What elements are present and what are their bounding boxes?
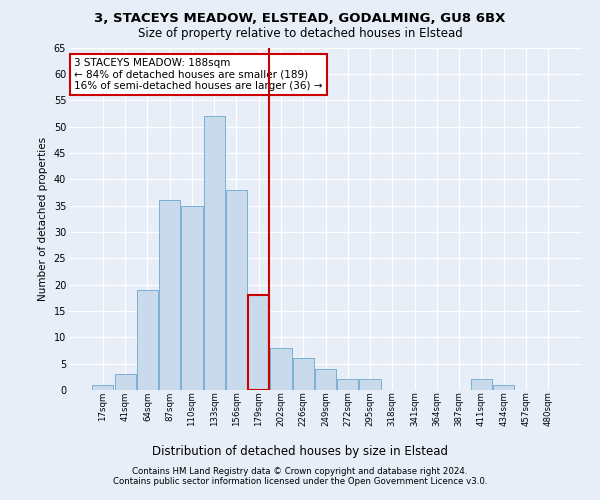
Bar	[181, 206, 203, 390]
Bar	[271, 348, 292, 390]
Bar	[92, 384, 113, 390]
Text: Contains HM Land Registry data © Crown copyright and database right 2024.: Contains HM Land Registry data © Crown c…	[132, 467, 468, 476]
Bar	[159, 200, 180, 390]
Bar	[248, 295, 269, 390]
Bar	[359, 380, 380, 390]
Bar	[471, 380, 492, 390]
Bar	[293, 358, 314, 390]
Y-axis label: Number of detached properties: Number of detached properties	[38, 136, 48, 301]
Bar	[226, 190, 247, 390]
Bar	[337, 380, 358, 390]
Bar	[137, 290, 158, 390]
Text: Contains public sector information licensed under the Open Government Licence v3: Contains public sector information licen…	[113, 477, 487, 486]
Bar	[203, 116, 225, 390]
Bar	[493, 384, 514, 390]
Text: Distribution of detached houses by size in Elstead: Distribution of detached houses by size …	[152, 444, 448, 458]
Text: 3 STACEYS MEADOW: 188sqm
← 84% of detached houses are smaller (189)
16% of semi-: 3 STACEYS MEADOW: 188sqm ← 84% of detach…	[74, 58, 323, 91]
Bar	[115, 374, 136, 390]
Text: 3, STACEYS MEADOW, ELSTEAD, GODALMING, GU8 6BX: 3, STACEYS MEADOW, ELSTEAD, GODALMING, G…	[94, 12, 506, 26]
Text: Size of property relative to detached houses in Elstead: Size of property relative to detached ho…	[137, 28, 463, 40]
Bar	[315, 369, 336, 390]
